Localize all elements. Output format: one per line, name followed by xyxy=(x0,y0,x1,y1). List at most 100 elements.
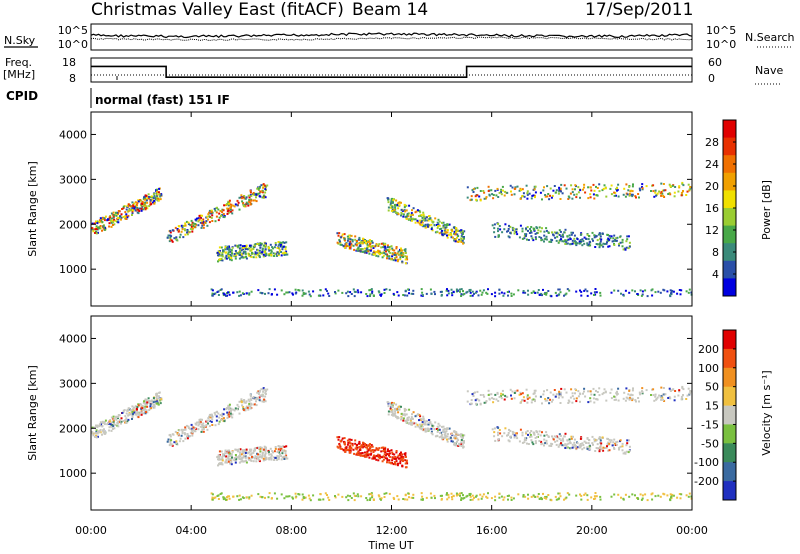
velocity-echo xyxy=(629,394,632,397)
power-echo xyxy=(144,201,147,204)
velocity-echo xyxy=(454,442,457,445)
power-echo xyxy=(595,185,597,188)
velocity-echo xyxy=(586,446,589,449)
velocity-echo xyxy=(156,397,159,400)
velocity-echo xyxy=(237,456,240,459)
velocity-echo xyxy=(442,425,445,428)
velocity-echo xyxy=(652,394,655,397)
velocity-echo xyxy=(400,451,402,454)
power-cb-tick-label: 4 xyxy=(712,268,719,281)
power-echo xyxy=(496,187,499,190)
power-echo xyxy=(550,295,553,298)
velocity-echo xyxy=(405,459,408,462)
power-echo xyxy=(595,243,598,245)
noise-left-tick-top: 10^5 xyxy=(58,24,88,37)
power-echo xyxy=(99,217,102,220)
power-echo xyxy=(260,242,263,245)
power-echo xyxy=(513,193,516,196)
velocity-echo xyxy=(581,442,584,445)
freq-left-label-1: Freq. xyxy=(5,56,32,69)
power-echo xyxy=(450,229,453,232)
power-echo xyxy=(662,183,665,185)
power-echo xyxy=(101,218,104,220)
velocity-echo xyxy=(198,422,201,425)
power-echo xyxy=(590,292,593,295)
velocity-echo xyxy=(112,420,115,423)
velocity-echo xyxy=(568,493,571,496)
velocity-echo xyxy=(355,445,358,448)
velocity-echo xyxy=(280,493,283,496)
power-echo xyxy=(213,207,216,210)
velocity-echo xyxy=(518,393,521,396)
power-echo xyxy=(294,292,297,295)
power-echo xyxy=(400,249,403,252)
velocity-echo xyxy=(257,457,259,460)
power-echo xyxy=(537,289,540,291)
power-echo xyxy=(243,256,246,259)
power-echo xyxy=(95,225,98,228)
power-echo xyxy=(134,209,137,212)
power-echo xyxy=(221,252,224,255)
power-echo xyxy=(591,231,594,234)
velocity-echo xyxy=(175,441,178,444)
velocity-echo xyxy=(545,495,548,498)
power-echo xyxy=(257,253,259,256)
velocity-echo xyxy=(680,493,683,496)
velocity-echo xyxy=(387,410,390,413)
velocity-echo xyxy=(215,419,218,422)
power-echo xyxy=(407,212,410,215)
power-echo xyxy=(243,245,246,247)
velocity-echo xyxy=(458,442,461,445)
power-echo xyxy=(192,225,195,227)
power-echo xyxy=(120,213,123,216)
power-echo xyxy=(248,200,251,203)
velocity-echo xyxy=(234,461,237,464)
power-echo xyxy=(280,244,283,246)
velocity-echo xyxy=(302,496,305,498)
velocity-echo xyxy=(137,412,140,415)
velocity-echo xyxy=(386,457,389,460)
power-echo xyxy=(240,194,243,197)
power-echo xyxy=(587,238,590,241)
velocity-echo xyxy=(115,415,117,418)
velocity-echo xyxy=(239,498,242,501)
power-echo xyxy=(282,241,285,244)
power-echo xyxy=(608,245,611,248)
power-echo xyxy=(272,247,274,250)
velocity-echo xyxy=(495,398,498,401)
velocity-echo xyxy=(361,446,364,449)
power-echo xyxy=(651,288,654,291)
power-echo xyxy=(394,253,397,256)
velocity-echo xyxy=(229,411,232,414)
power-echo xyxy=(245,201,248,204)
velocity-echo xyxy=(132,409,135,412)
velocity-echo xyxy=(273,459,276,461)
power-echo xyxy=(262,183,265,186)
power-echo xyxy=(506,291,509,293)
power-echo xyxy=(645,185,648,188)
velocity-echo xyxy=(278,451,281,454)
power-echo xyxy=(375,250,378,253)
power-echo xyxy=(222,292,225,295)
power-echo xyxy=(278,243,281,246)
power-echo xyxy=(383,288,386,291)
power-echo xyxy=(253,194,256,196)
velocity-echo xyxy=(250,398,253,401)
power-echo xyxy=(545,227,548,230)
power-echo xyxy=(191,230,194,233)
velocity-echo xyxy=(583,446,586,449)
velocity-echo xyxy=(402,498,405,500)
power-echo xyxy=(308,293,311,296)
power-echo xyxy=(276,247,279,249)
velocity-echo xyxy=(357,453,360,456)
power-echo xyxy=(402,256,404,258)
power-echo xyxy=(98,219,101,222)
power-echo xyxy=(554,236,557,239)
velocity-echo xyxy=(476,398,479,401)
power-echo xyxy=(598,243,601,245)
power-echo xyxy=(131,207,134,209)
power-echo xyxy=(127,203,130,206)
velocity-echo xyxy=(668,396,671,399)
velocity-echo xyxy=(657,494,660,497)
